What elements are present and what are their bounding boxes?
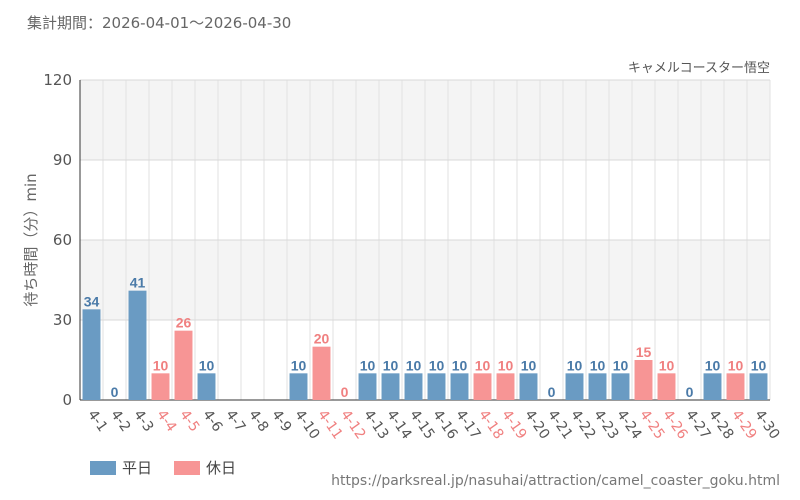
bar-value-label: 0 xyxy=(548,384,556,400)
x-tick-label: 4-21 xyxy=(544,407,575,442)
bar-value-label: 10 xyxy=(199,357,215,373)
bar-holiday xyxy=(151,373,170,400)
bar-value-label: 41 xyxy=(130,275,146,291)
x-tick-label: 4-3 xyxy=(130,407,156,435)
bar-weekday xyxy=(358,373,377,400)
x-tick-label: 4-24 xyxy=(613,407,644,442)
bar-value-label: 26 xyxy=(176,315,192,331)
bar-value-label: 10 xyxy=(705,357,721,373)
bar-value-label: 10 xyxy=(291,357,307,373)
y-axis-title: 待ち時間（分）min xyxy=(22,173,40,306)
bar-value-label: 10 xyxy=(498,357,514,373)
bar-value-label: 20 xyxy=(314,331,330,347)
x-tick-label: 4-29 xyxy=(728,407,759,442)
x-tick-label: 4-27 xyxy=(682,407,713,442)
bar-value-label: 10 xyxy=(521,357,537,373)
bar-weekday xyxy=(588,373,607,400)
bar-value-label: 10 xyxy=(452,357,468,373)
bar-weekday xyxy=(381,373,400,400)
bar-weekday xyxy=(565,373,584,400)
bar-value-label: 0 xyxy=(686,384,694,400)
x-tick-label: 4-22 xyxy=(567,407,598,442)
x-tick-label: 4-23 xyxy=(590,407,621,442)
bar-value-label: 10 xyxy=(153,357,169,373)
x-tick-label: 4-17 xyxy=(452,407,483,442)
bar-weekday xyxy=(519,373,538,400)
bar-weekday xyxy=(450,373,469,400)
y-tick-label: 120 xyxy=(43,71,72,89)
y-tick-label: 0 xyxy=(62,391,72,409)
y-tick-label: 90 xyxy=(53,151,72,169)
x-tick-label: 4-13 xyxy=(360,407,391,442)
x-tick-label: 4-4 xyxy=(153,407,179,435)
bar-value-label: 10 xyxy=(567,357,583,373)
bar-weekday xyxy=(427,373,446,400)
legend-weekday-swatch xyxy=(90,460,116,475)
x-tick-label: 4-18 xyxy=(475,407,506,442)
bar-value-label: 0 xyxy=(111,384,119,400)
bar-value-label: 15 xyxy=(636,344,652,360)
bar-value-label: 10 xyxy=(590,357,606,373)
x-tick-label: 4-5 xyxy=(176,407,202,435)
bar-holiday xyxy=(634,360,653,400)
legend: 平日 休日 xyxy=(90,457,236,478)
bar-value-label: 10 xyxy=(659,357,675,373)
bar-holiday xyxy=(312,346,331,400)
bar-holiday xyxy=(726,373,745,400)
x-tick-label: 4-7 xyxy=(222,407,248,435)
bar-weekday xyxy=(82,309,101,400)
bar-holiday xyxy=(174,330,193,400)
bar-weekday xyxy=(197,373,216,400)
bar-value-label: 34 xyxy=(84,293,100,309)
attraction-name: キャメルコースター悟空 xyxy=(628,61,770,76)
x-tick-label: 4-25 xyxy=(636,407,667,442)
bar-value-label: 10 xyxy=(406,357,422,373)
legend-holiday-label: 休日 xyxy=(206,459,237,477)
x-tick-label: 4-26 xyxy=(659,407,690,442)
bar-value-label: 0 xyxy=(341,384,349,400)
bar-value-label: 10 xyxy=(728,357,744,373)
bar-value-label: 10 xyxy=(383,357,399,373)
bar-value-label: 10 xyxy=(475,357,491,373)
legend-weekday-label: 平日 xyxy=(122,459,153,477)
x-tick-label: 4-30 xyxy=(751,407,782,442)
x-tick-label: 4-8 xyxy=(245,407,271,435)
bar-holiday xyxy=(657,373,676,400)
x-tick-label: 4-16 xyxy=(429,407,460,442)
source-url[interactable]: https://parksreal.jp/nasuhai/attraction/… xyxy=(331,473,780,489)
bar-value-label: 10 xyxy=(613,357,629,373)
x-tick-label: 4-12 xyxy=(337,407,368,442)
bar-value-label: 10 xyxy=(429,357,445,373)
bar-weekday xyxy=(128,290,147,400)
x-tick-label: 4-28 xyxy=(705,407,736,442)
y-tick-label: 60 xyxy=(53,231,72,249)
legend-holiday: 休日 xyxy=(174,457,236,478)
x-tick-label: 4-10 xyxy=(291,407,322,442)
bar-weekday xyxy=(289,373,308,400)
x-tick-label: 4-2 xyxy=(107,407,133,435)
y-tick-label: 30 xyxy=(53,311,72,329)
bar-value-label: 10 xyxy=(751,357,767,373)
x-tick-label: 4-11 xyxy=(314,407,345,442)
x-tick-label: 4-15 xyxy=(406,407,437,442)
x-tick-label: 4-6 xyxy=(199,407,225,435)
bar-value-label: 10 xyxy=(360,357,376,373)
bar-weekday xyxy=(749,373,768,400)
bar-weekday xyxy=(611,373,630,400)
x-tick-label: 4-20 xyxy=(521,407,552,442)
bar-holiday xyxy=(496,373,515,400)
x-tick-label: 4-1 xyxy=(84,407,110,435)
bar-weekday xyxy=(404,373,423,400)
legend-holiday-swatch xyxy=(174,460,201,475)
x-tick-label: 4-9 xyxy=(268,407,294,435)
x-tick-label: 4-19 xyxy=(498,407,529,442)
x-tick-label: 4-14 xyxy=(383,407,414,442)
bar-weekday xyxy=(703,373,722,400)
legend-weekday: 平日 xyxy=(90,457,152,478)
period-label: 集計期間：2026-04-01〜2026-04-30 xyxy=(27,14,292,32)
bar-holiday xyxy=(473,373,492,400)
